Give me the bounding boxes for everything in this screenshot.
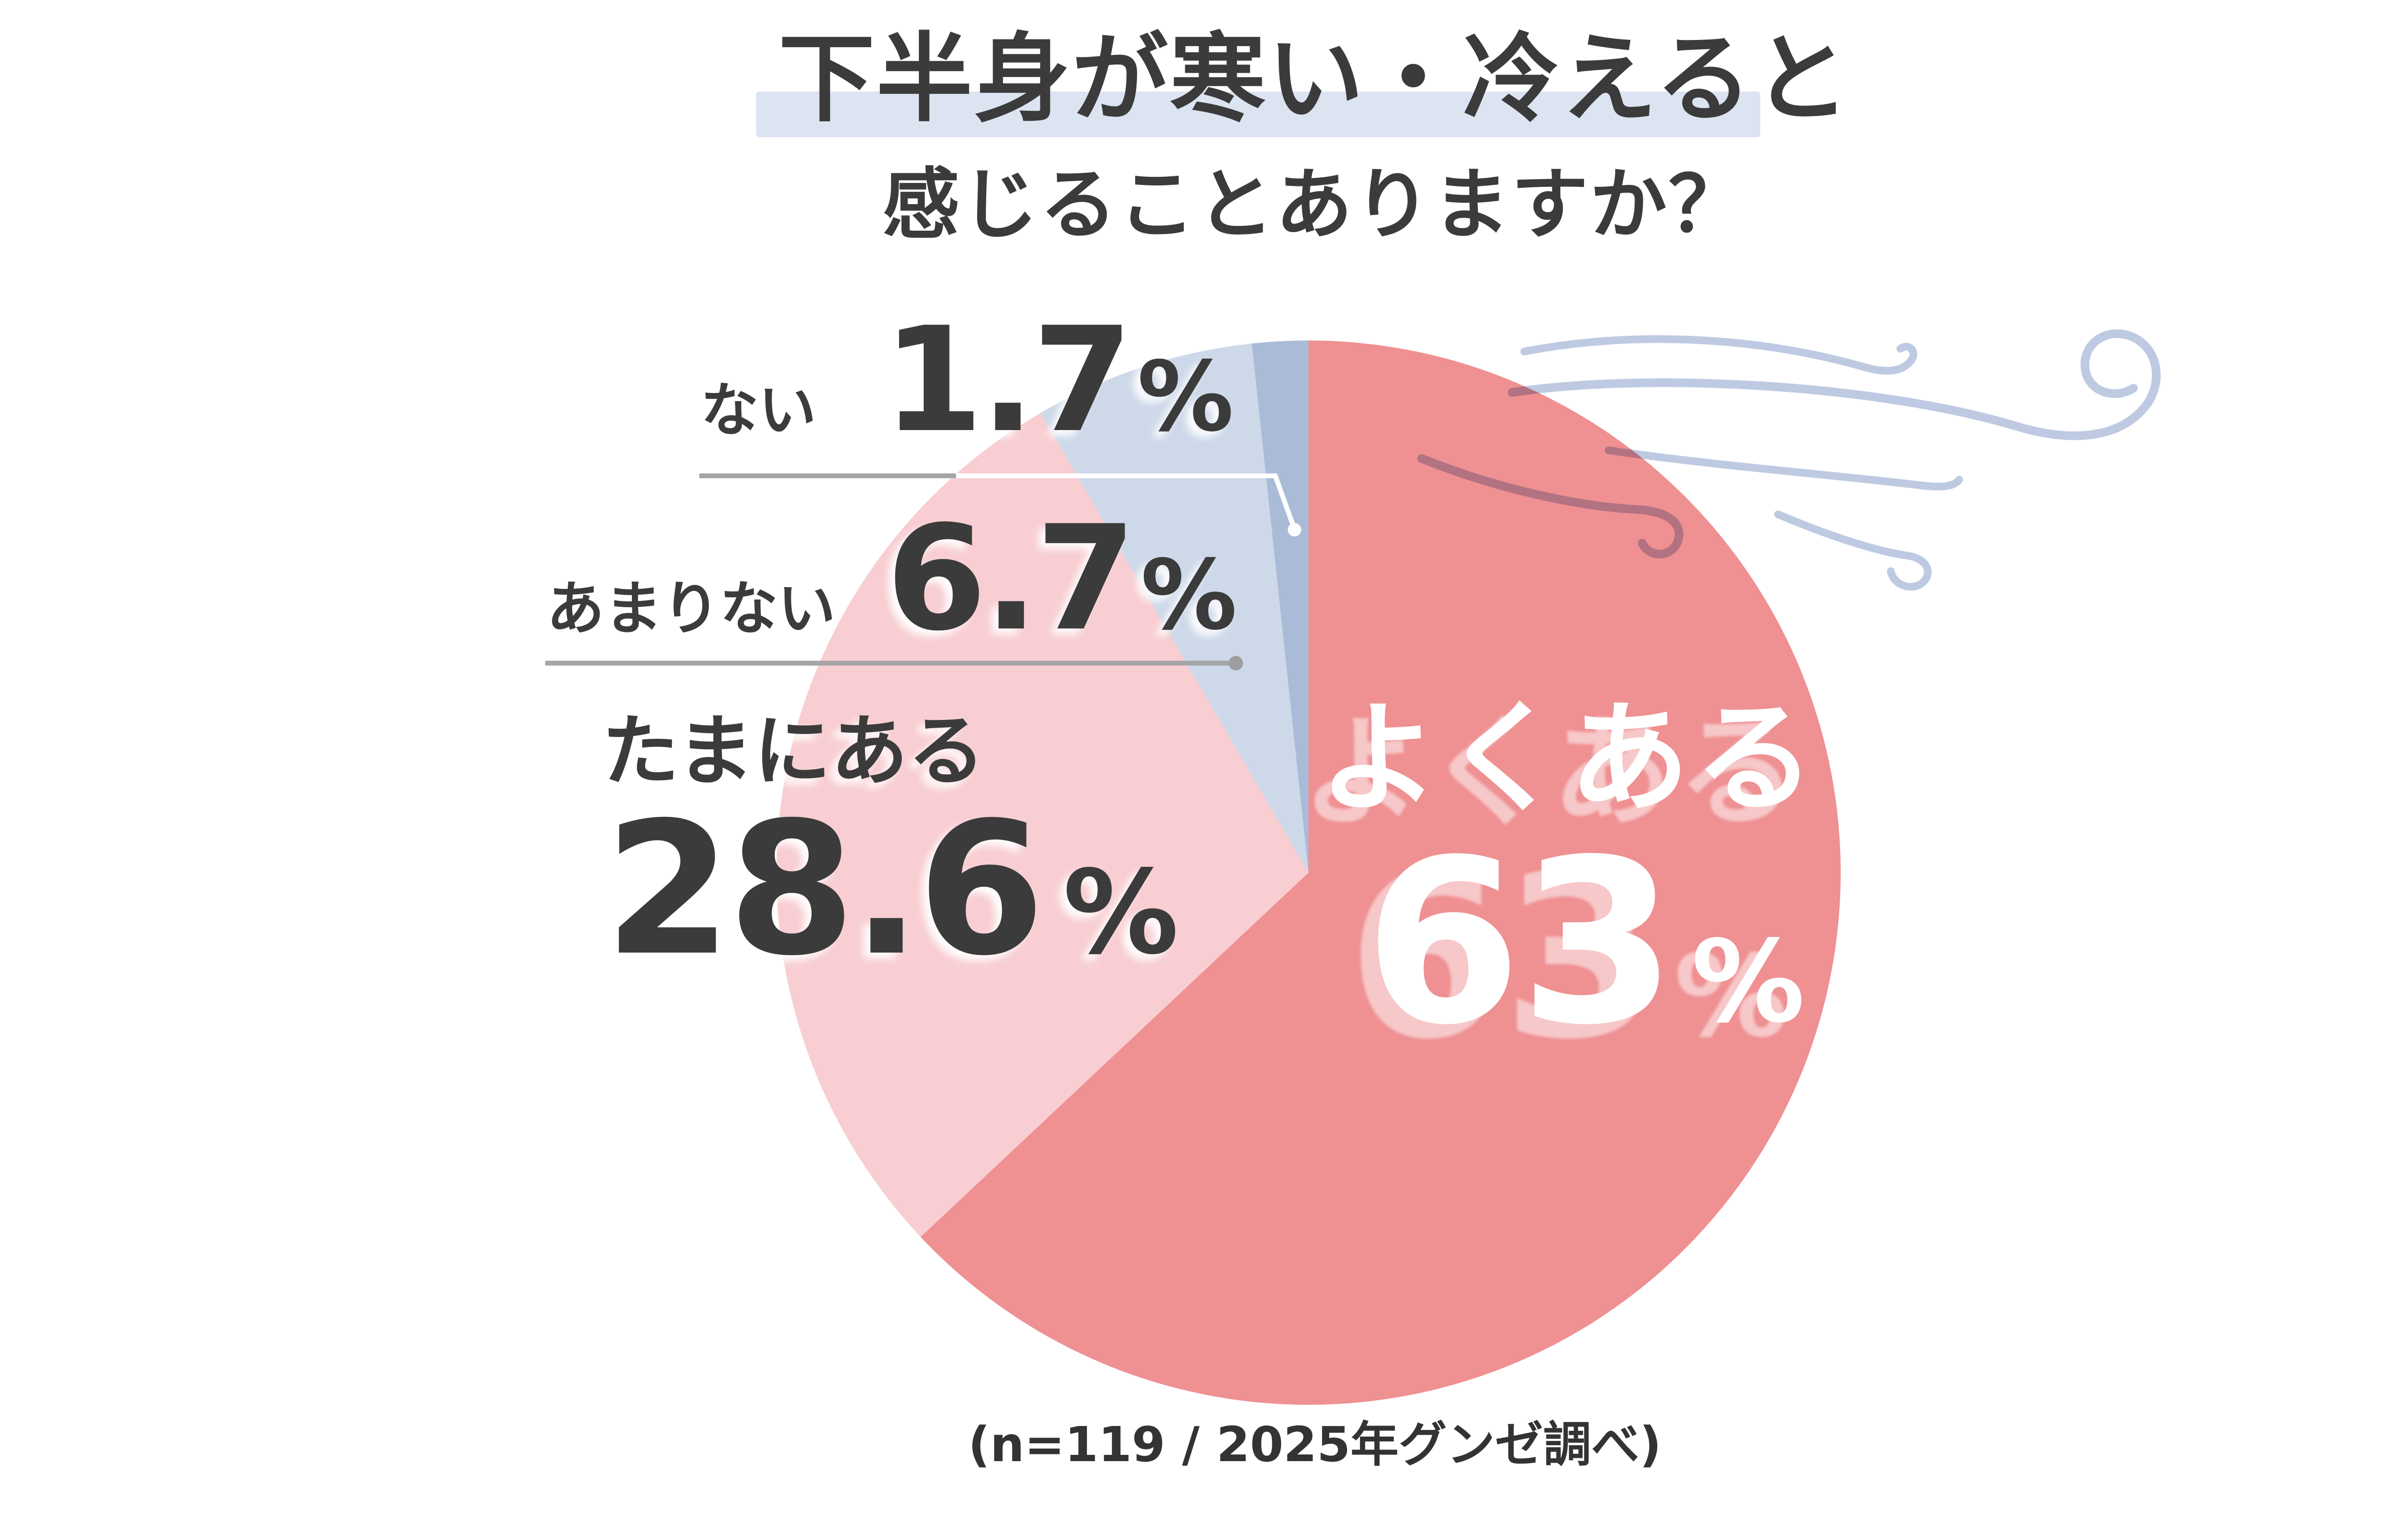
label-amarinai-percent-sign: % xyxy=(1140,539,1237,652)
sample-size-note: (n=119 / 2025年グンゼ調べ) xyxy=(968,1416,1662,1473)
label-tamani-text: たまにある xyxy=(602,706,985,796)
leader-line-nai-white-segment xyxy=(956,473,1295,525)
page-title-line-1: 下半身が寒い・冷えると xyxy=(778,23,1851,135)
swirl-stroke-5 xyxy=(1774,510,1932,591)
swirl-stroke-4 xyxy=(1417,454,1684,559)
label-yokuaru-value-row: 63 % xyxy=(1271,830,1898,1056)
leader-dot-amarinai xyxy=(1229,656,1243,670)
label-nai-text: ない xyxy=(701,377,816,444)
swirl-stroke-1 xyxy=(1520,335,1918,375)
label-amarinai-text: あまりない xyxy=(547,575,836,642)
leader-dot-nai xyxy=(1288,523,1301,536)
wind-swirls-icon xyxy=(1417,329,2161,591)
label-tamani-percent-sign: % xyxy=(1063,845,1179,980)
label-nai-value: 1.7 xyxy=(883,296,1133,464)
label-yokuaru-percent-sign: % xyxy=(1691,916,1805,1048)
label-amarinai: あまりない 6.7 % xyxy=(547,507,1237,651)
label-yokuaru-text: よくある xyxy=(1319,688,1819,828)
label-tamani-value-row: 28.6 % xyxy=(604,798,1179,981)
swirl-stroke-2 xyxy=(1508,329,2161,440)
label-yokuaru-value: 63 xyxy=(1364,811,1676,1074)
pie-slice-2 xyxy=(776,413,1309,1237)
pie-slice-1 xyxy=(920,340,1841,1405)
pie-slices xyxy=(776,340,1841,1405)
title-highlight xyxy=(756,92,1760,137)
leader-line-amarinai xyxy=(545,656,1243,670)
label-amarinai-value: 6.7 xyxy=(886,495,1136,663)
label-nai-percent-sign: % xyxy=(1137,341,1234,453)
label-tamani-value: 28.6 xyxy=(604,783,1045,996)
page-title-line-2: 感じることありますか？ xyxy=(882,159,1747,249)
leader-line-nai xyxy=(699,473,1301,536)
label-nai: ない 1.7 % xyxy=(701,308,1234,453)
swirl-stroke-3 xyxy=(1605,446,1963,491)
